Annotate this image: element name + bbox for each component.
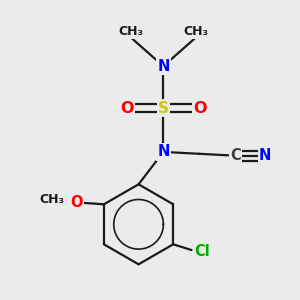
Text: N: N — [157, 59, 170, 74]
Text: N: N — [259, 148, 271, 163]
Text: O: O — [70, 195, 83, 210]
Text: CH₃: CH₃ — [39, 193, 64, 206]
Text: Cl: Cl — [194, 244, 210, 260]
Text: C: C — [230, 148, 241, 163]
Text: CH₃: CH₃ — [183, 26, 208, 38]
Text: O: O — [120, 100, 134, 116]
Text: CH₃: CH₃ — [118, 26, 143, 38]
Text: S: S — [158, 100, 169, 116]
Text: O: O — [193, 100, 206, 116]
Text: N: N — [157, 144, 170, 159]
